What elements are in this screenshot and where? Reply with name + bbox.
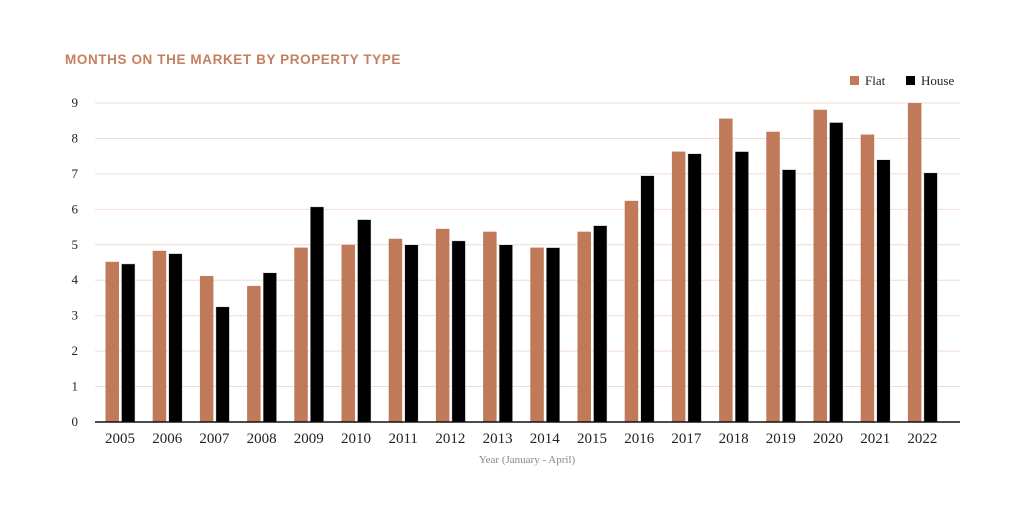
- legend-label-house: House: [921, 73, 954, 88]
- bar-house-2006: [168, 253, 183, 423]
- bar-house-2018: [734, 151, 749, 423]
- legend-swatch-house: [906, 76, 915, 85]
- bar-house-2015: [593, 225, 608, 423]
- x-tick-label: 2013: [483, 431, 513, 447]
- bar-flat-2021: [860, 134, 875, 422]
- legend: Flat House: [850, 73, 954, 88]
- y-tick-label: 1: [72, 379, 79, 394]
- x-tick-label: 2007: [199, 431, 230, 447]
- x-tick-label: 2014: [530, 431, 561, 447]
- bar-house-2010: [357, 219, 372, 423]
- bar-flat-2010: [341, 244, 355, 422]
- bar-house-2013: [498, 244, 513, 423]
- bar-house-2020: [829, 122, 844, 423]
- x-tick-label: 2010: [341, 431, 371, 447]
- y-tick-label: 8: [72, 130, 79, 145]
- bar-house-2007: [215, 306, 230, 423]
- x-tick-label: 2016: [624, 431, 655, 447]
- bar-flat-2014: [530, 247, 544, 422]
- y-tick-label: 0: [72, 414, 79, 429]
- y-tick-label: 3: [72, 308, 79, 323]
- bar-flat-2016: [624, 200, 639, 422]
- y-tick-label: 4: [72, 272, 79, 287]
- x-axis-label: Year (January - April): [479, 454, 576, 466]
- bar-flat-2017: [671, 151, 686, 422]
- bar-house-2014: [546, 247, 561, 423]
- x-tick-label: 2012: [435, 431, 465, 447]
- x-tick-label: 2019: [766, 431, 796, 447]
- x-tick-label: 2005: [105, 431, 135, 447]
- bar-flat-2012: [435, 228, 450, 422]
- bar-house-2005: [121, 263, 136, 423]
- legend-label-flat: Flat: [865, 73, 886, 88]
- y-tick-label: 6: [72, 201, 79, 216]
- bar-flat-2019: [766, 131, 780, 422]
- bar-flat-2018: [719, 118, 733, 423]
- x-tick-label: 2021: [860, 431, 890, 447]
- bar-flat-2007: [199, 275, 214, 422]
- bar-house-2021: [876, 159, 891, 423]
- bar-flat-2011: [388, 238, 403, 422]
- bar-flat-2005: [105, 261, 119, 422]
- bar-flat-2006: [152, 250, 167, 422]
- x-tick-label: 2020: [813, 431, 843, 447]
- x-tick-label: 2022: [907, 431, 937, 447]
- chart-title: MONTHS ON THE MARKET BY PROPERTY TYPE: [65, 52, 401, 67]
- x-tick-label: 2018: [719, 431, 749, 447]
- bar-house-2012: [451, 240, 466, 423]
- bar-house-2017: [687, 153, 702, 423]
- bar-house-2016: [640, 175, 655, 423]
- bar-flat-2013: [483, 231, 497, 422]
- bar-flat-2008: [247, 285, 261, 422]
- x-tick-label: 2006: [152, 431, 183, 447]
- legend-swatch-flat: [850, 76, 859, 85]
- y-tick-label: 5: [72, 237, 79, 252]
- bar-flat-2015: [577, 231, 591, 422]
- x-tick-label: 2011: [388, 431, 417, 447]
- y-tick-label: 9: [72, 95, 79, 110]
- bar-house-2009: [310, 206, 325, 423]
- bar-flat-2020: [813, 109, 827, 423]
- x-tick-label: 2009: [294, 431, 324, 447]
- x-tick-label: 2017: [671, 431, 702, 447]
- bar-house-2011: [404, 244, 419, 423]
- bar-house-2008: [262, 272, 277, 423]
- bar-flat-2022: [907, 103, 922, 422]
- bar-flat-2009: [294, 247, 308, 422]
- y-tick-label: 7: [72, 166, 79, 181]
- y-tick-label: 2: [72, 343, 79, 358]
- x-tick-label: 2015: [577, 431, 607, 447]
- bar-house-2019: [782, 169, 797, 423]
- x-tick-label: 2008: [247, 431, 277, 447]
- bar-house-2022: [923, 172, 938, 423]
